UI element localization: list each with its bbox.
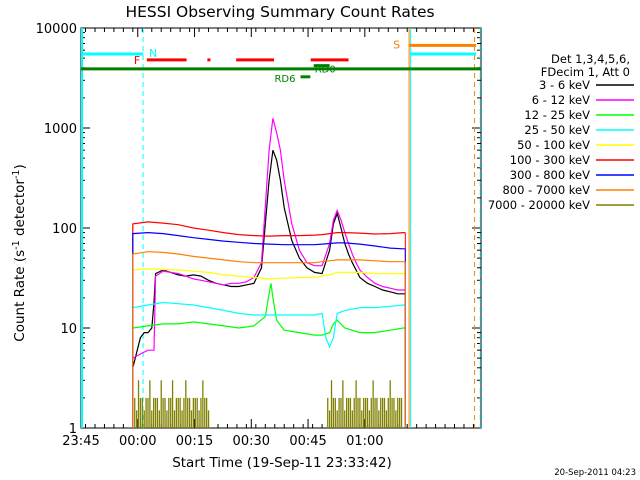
x-tick-label: 01:00 (346, 434, 383, 449)
saa-label: S (393, 38, 400, 51)
plot-area: 1 10 100 1000 10000 23:45 00:00 00:15 00:30 00:45… (36, 22, 482, 449)
x-tick-label: 00:30 (233, 434, 270, 449)
legend-entry-label: 25 - 50 keV (524, 123, 590, 137)
y-tick-label: 100 (52, 222, 77, 237)
series-line-3 (132, 301, 406, 428)
legend-entry-label: 12 - 25 keV (524, 108, 590, 122)
x-axis-label: Start Time (19-Sep-11 23:33:42) (172, 455, 392, 471)
legend-header: Det 1,3,4,5,6, (551, 52, 630, 66)
plot-frame (80, 27, 482, 429)
x-tick-label: 23:45 (62, 434, 99, 449)
y-tick-label: 1 (69, 422, 77, 437)
footer-timestamp: 20-Sep-2011 04:23 (554, 468, 636, 478)
legend-entry-label: 800 - 7000 keV (502, 183, 590, 197)
series-line-4 (132, 268, 406, 428)
legend-entry-label: 50 - 100 keV (517, 138, 590, 152)
x-tick-label: 00:00 (119, 434, 156, 449)
y-tick-label: 10000 (36, 22, 77, 37)
night-label: N (149, 47, 157, 60)
legend-header: FDecim 1, Att 0 (541, 65, 630, 79)
legend: Det 1,3,4,5,6,FDecim 1, Att 03 - 6 keV6 … (488, 52, 634, 212)
x-tick-label: 00:15 (176, 434, 213, 449)
series-line-2 (132, 283, 406, 428)
legend-entry-label: 6 - 12 keV (532, 93, 590, 107)
legend-entry-label: 3 - 6 keV (539, 78, 590, 92)
rd6-label: RD6 (274, 74, 295, 85)
series-line-0 (132, 149, 406, 428)
series-line-7 (132, 251, 406, 428)
legend-entry-label: 100 - 300 keV (510, 153, 590, 167)
series-line-5 (132, 221, 406, 428)
chart-title: HESSI Observing Summary Count Rates (125, 3, 434, 21)
y-tick-label: 10 (60, 322, 77, 337)
flare-label: F (134, 54, 140, 67)
x-tick-label: 00:45 (289, 434, 326, 449)
rd0-label: RD0 (315, 65, 336, 76)
y-tick-label: 1000 (44, 122, 77, 137)
series-line-1 (132, 118, 406, 428)
y-axis-label: Count Rate (s-1 detector-1) (11, 164, 28, 341)
legend-entry-label: 300 - 800 keV (510, 168, 590, 182)
legend-entry-label: 7000 - 20000 keV (488, 198, 590, 212)
series-line-6 (132, 231, 406, 428)
